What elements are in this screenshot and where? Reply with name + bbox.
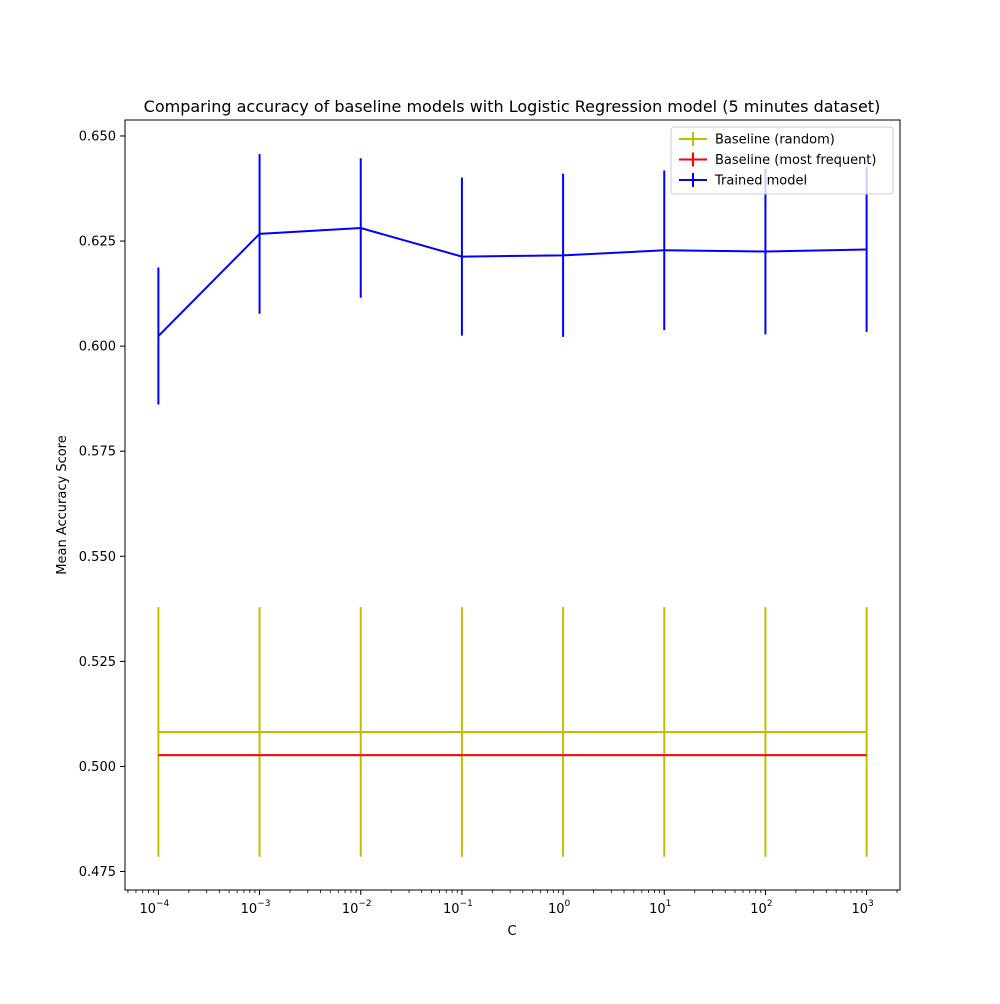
y-tick-label: 0.575 [79,445,116,460]
legend-label: Baseline (most frequent) [715,153,876,168]
y-tick-label: 0.500 [79,760,116,775]
legend-item: Baseline (random) [679,132,835,148]
legend-box [670,126,894,195]
series-line [157,227,867,337]
x-tick-label: 10−2 [342,899,372,917]
axes-frame [124,119,901,891]
legend: Baseline (random) Baseline (most frequent… [670,126,894,195]
y-tick-label: 0.600 [79,340,116,355]
y-tick-label: 0.625 [79,235,116,250]
series-2 [157,154,868,405]
chart-title: Comparing accuracy of baseline models wi… [144,97,881,116]
y-tick-label: 0.550 [79,550,116,565]
series-0 [157,607,868,857]
x-tick-label: 10−1 [443,899,473,917]
x-axis-label: C [507,924,516,939]
y-tick-label: 0.475 [79,865,116,880]
x-tick-label: 103 [851,899,873,917]
y-axis-label: Mean Accuracy Score [55,435,70,574]
legend-label: Baseline (random) [715,133,835,148]
x-tick-label: 100 [548,899,571,917]
x-tick-label: 101 [649,899,671,917]
legend-item: Trained model [679,173,807,189]
plot-area: 0.475 0.500 0.525 0.550 0.575 0.600 0.625 0.650… [79,119,901,917]
x-tick-label: 10−3 [241,899,271,917]
x-tick-label: 10−4 [139,899,169,917]
y-tick-label: 0.650 [79,129,116,144]
legend-item: Baseline (most frequent) [679,152,876,168]
y-tick-label: 0.525 [79,655,116,670]
x-tick-label: 102 [750,899,772,917]
legend-label: Trained model [714,174,807,189]
